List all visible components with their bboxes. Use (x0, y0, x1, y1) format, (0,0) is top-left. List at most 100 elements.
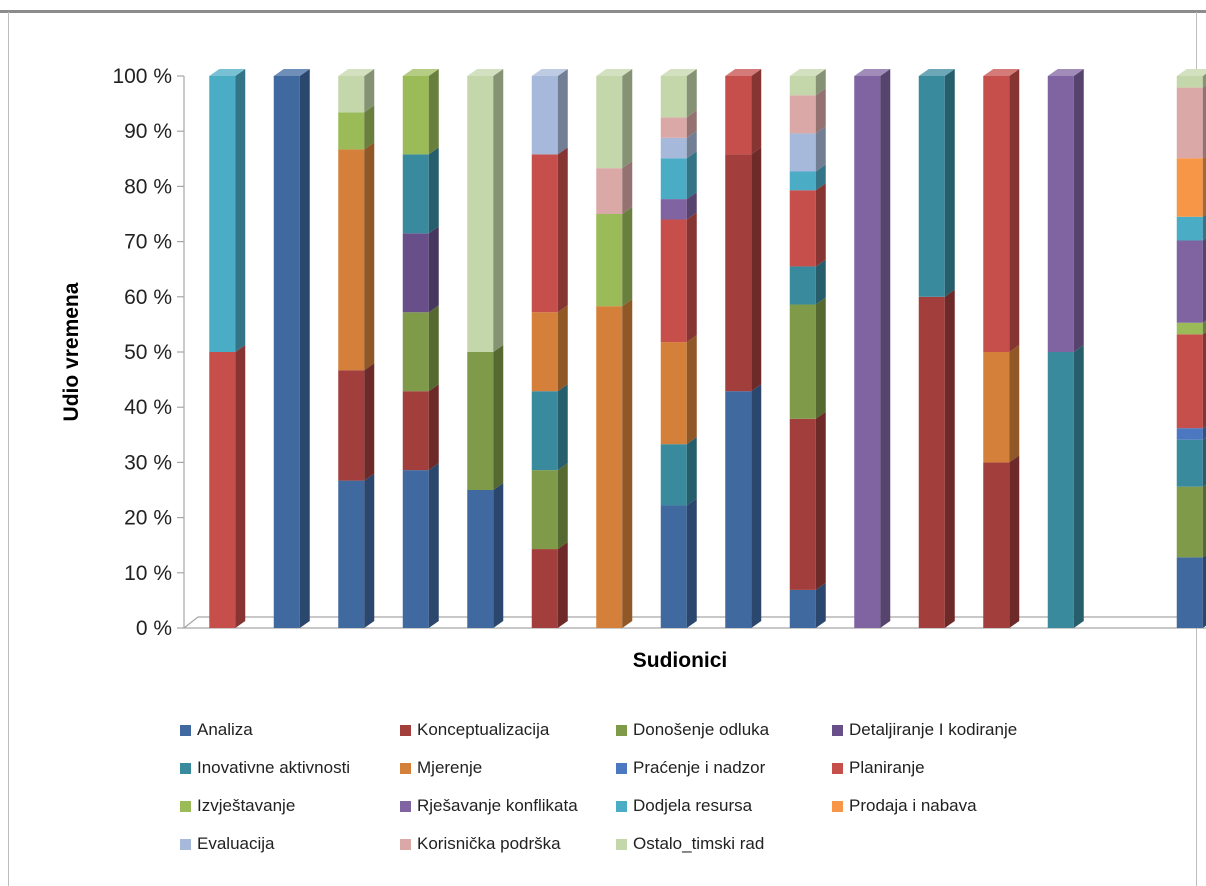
legend-label: Inovativne aktivnosti (197, 758, 351, 777)
legend-swatch (616, 800, 627, 812)
bar-segment-side (364, 473, 375, 628)
bar-segment-side (493, 345, 504, 490)
bar-segment-top (854, 69, 891, 76)
bar-segment-front (918, 296, 945, 628)
bar-segment (531, 69, 568, 155)
bar-segment-side (1202, 155, 1206, 217)
bar-participant-14 (1047, 69, 1084, 628)
bar-segment (402, 305, 439, 392)
bar-segment-front (660, 137, 687, 159)
bar-segment (531, 542, 568, 628)
legend-item: Inovativne aktivnosti (180, 758, 350, 778)
bar-segment-front (1176, 334, 1203, 429)
bar-segment-top (402, 69, 439, 76)
bar-segment (1176, 69, 1206, 88)
bar-segment-side (557, 305, 568, 392)
bar-segment-side (557, 384, 568, 471)
bar-segment-front (660, 505, 687, 628)
legend-label: Planiranje (849, 758, 925, 777)
bar-segment-side (686, 437, 697, 506)
legend-label: Dodjela resursa (633, 796, 753, 815)
bar-segment (1176, 85, 1206, 159)
bar-segment (1176, 555, 1206, 628)
bar-segment (660, 69, 697, 118)
legend-item: Detaljiranje I kodiranje (832, 720, 1017, 740)
legend-swatch (180, 838, 191, 850)
bar-segment-front (1176, 216, 1203, 241)
bar-segment-side (364, 105, 375, 150)
bar-segment-front (660, 342, 687, 445)
legend-label: Prodaja i nabava (849, 796, 977, 815)
bar-participant-6 (531, 69, 568, 628)
bar-segment-front (402, 233, 429, 313)
bar-segment (467, 345, 504, 490)
bar-segment-top (596, 69, 633, 76)
bar-segment-side (815, 183, 826, 267)
bar-segment (789, 164, 826, 191)
bar-segment (1176, 332, 1206, 429)
bar-segment (789, 297, 826, 419)
legend-label: Izvještavanje (197, 796, 296, 815)
bar-segment-side (815, 69, 826, 96)
legend-swatch (400, 838, 411, 850)
legend-swatch (180, 762, 191, 774)
bar-segment-front (596, 214, 623, 307)
legend-label: Ostalo_timski rad (633, 834, 765, 853)
legend-swatch (616, 724, 627, 736)
bar-segment (467, 69, 504, 352)
legend-label: Donošenje odluka (633, 720, 770, 739)
bar-segment-front (402, 312, 429, 392)
bar-segment-front (725, 76, 752, 155)
bar-segment (660, 151, 697, 200)
bar-segment-front (660, 76, 687, 118)
bar-segment-front (1176, 76, 1203, 88)
bar-segment (660, 192, 697, 220)
bar-segment-side (364, 363, 375, 481)
bar-participant-12 (918, 69, 955, 628)
bar-segment-top (467, 69, 504, 76)
bar-segment-front (209, 76, 236, 352)
bar-segment-side (751, 147, 762, 392)
legend-swatch (832, 762, 843, 774)
y-tick-label: 60 % (124, 286, 172, 309)
legend-item: Analiza (180, 720, 253, 740)
bar-segment-front (467, 490, 494, 628)
bar-segment-top (531, 69, 568, 76)
bar-segment-front (660, 117, 687, 138)
bar-segment (789, 69, 826, 96)
bar-segment-side (428, 463, 439, 628)
bar-segment-front (983, 352, 1010, 463)
bar-segment-front (338, 112, 365, 150)
bar-segment (209, 345, 246, 628)
bar-segment (402, 69, 439, 155)
bar-segment (467, 483, 504, 628)
bar-segment-side (622, 69, 633, 169)
bar-segment (338, 142, 375, 371)
bar-segment-side (428, 305, 439, 392)
bar-segment-side (1009, 455, 1020, 628)
bar-segment-side (1202, 214, 1206, 241)
legend-label: Detaljiranje I kodiranje (849, 720, 1018, 739)
bar-segment (660, 110, 697, 138)
bar-segment-top (338, 69, 375, 76)
bar-segment (660, 212, 697, 343)
y-tick-label: 90 % (124, 120, 172, 143)
bar-segment-top (660, 69, 697, 76)
bar-segment-side (1202, 85, 1206, 159)
legend-swatch (400, 724, 411, 736)
bar-segment-front (789, 589, 816, 628)
bar-segment-front (854, 76, 881, 628)
legend-label: Korisnička podrška (417, 834, 561, 853)
legend-swatch (400, 762, 411, 774)
bar-segment-front (789, 171, 816, 191)
y-axis: 0 % 10 % 20 % 30 % 40 % 50 % 60 % 70 % 80 % 90 % 1… (112, 65, 185, 640)
bar-participant-5 (467, 69, 504, 628)
bar-participant-7 (596, 69, 633, 628)
legend-item: Rješavanje konflikata (400, 796, 578, 816)
bar-segment-side (493, 483, 504, 628)
legend-swatch (180, 800, 191, 812)
bar-segment-front (338, 76, 365, 113)
bar-segment-front (467, 76, 494, 352)
bar-segment-front (789, 76, 816, 96)
bar-segment-front (918, 76, 945, 297)
